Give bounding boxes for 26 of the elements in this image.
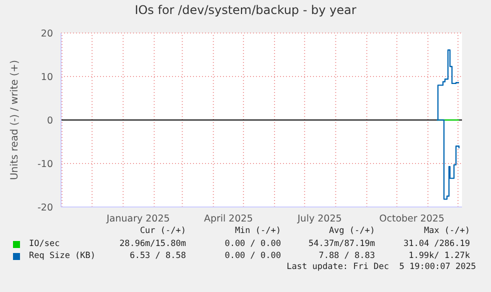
- text: Avg (-/+): [328, 226, 375, 238]
- y-tick-label: 10: [40, 72, 53, 83]
- text: 6.53 / 8.58: [128, 251, 186, 261]
- y-tick-label: -20: [37, 202, 53, 214]
- legend-label: IO/sec: [29, 239, 60, 249]
- x-tick-label: April 2025: [204, 214, 253, 225]
- y-tick-label: 0: [46, 115, 53, 126]
- text: 31.04 /286.19: [402, 239, 470, 249]
- legend-label: Req Size (KB): [29, 251, 96, 261]
- text: Cur (-/+): [138, 226, 186, 238]
- text: 7.88 / 8.83: [318, 251, 375, 261]
- text: 1.99k/ 1.27k: [408, 251, 470, 261]
- y-tick-label: 20: [40, 28, 53, 40]
- x-tick-label: January 2025: [106, 214, 170, 225]
- x-tick-label: October 2025: [379, 214, 444, 225]
- text: 54.37m/87.19m: [307, 239, 375, 249]
- text: Last update: Fri Dec 5 19:00:07 2025: [286, 262, 477, 274]
- x-tick-label: July 2025: [296, 214, 342, 225]
- text: Min (-/+): [234, 226, 281, 238]
- text: 28.96m/15.80m: [118, 239, 186, 249]
- text: 0.00 / 0.00: [224, 251, 281, 261]
- text: Max (-/+): [422, 226, 470, 238]
- chart-title: IOs for /dev/system/backup - by year: [134, 3, 358, 17]
- y-tick-label: -10: [37, 158, 53, 170]
- text: 0.00 / 0.00: [224, 239, 281, 249]
- y-axis-title: Units read (-) / write (+): [10, 60, 21, 180]
